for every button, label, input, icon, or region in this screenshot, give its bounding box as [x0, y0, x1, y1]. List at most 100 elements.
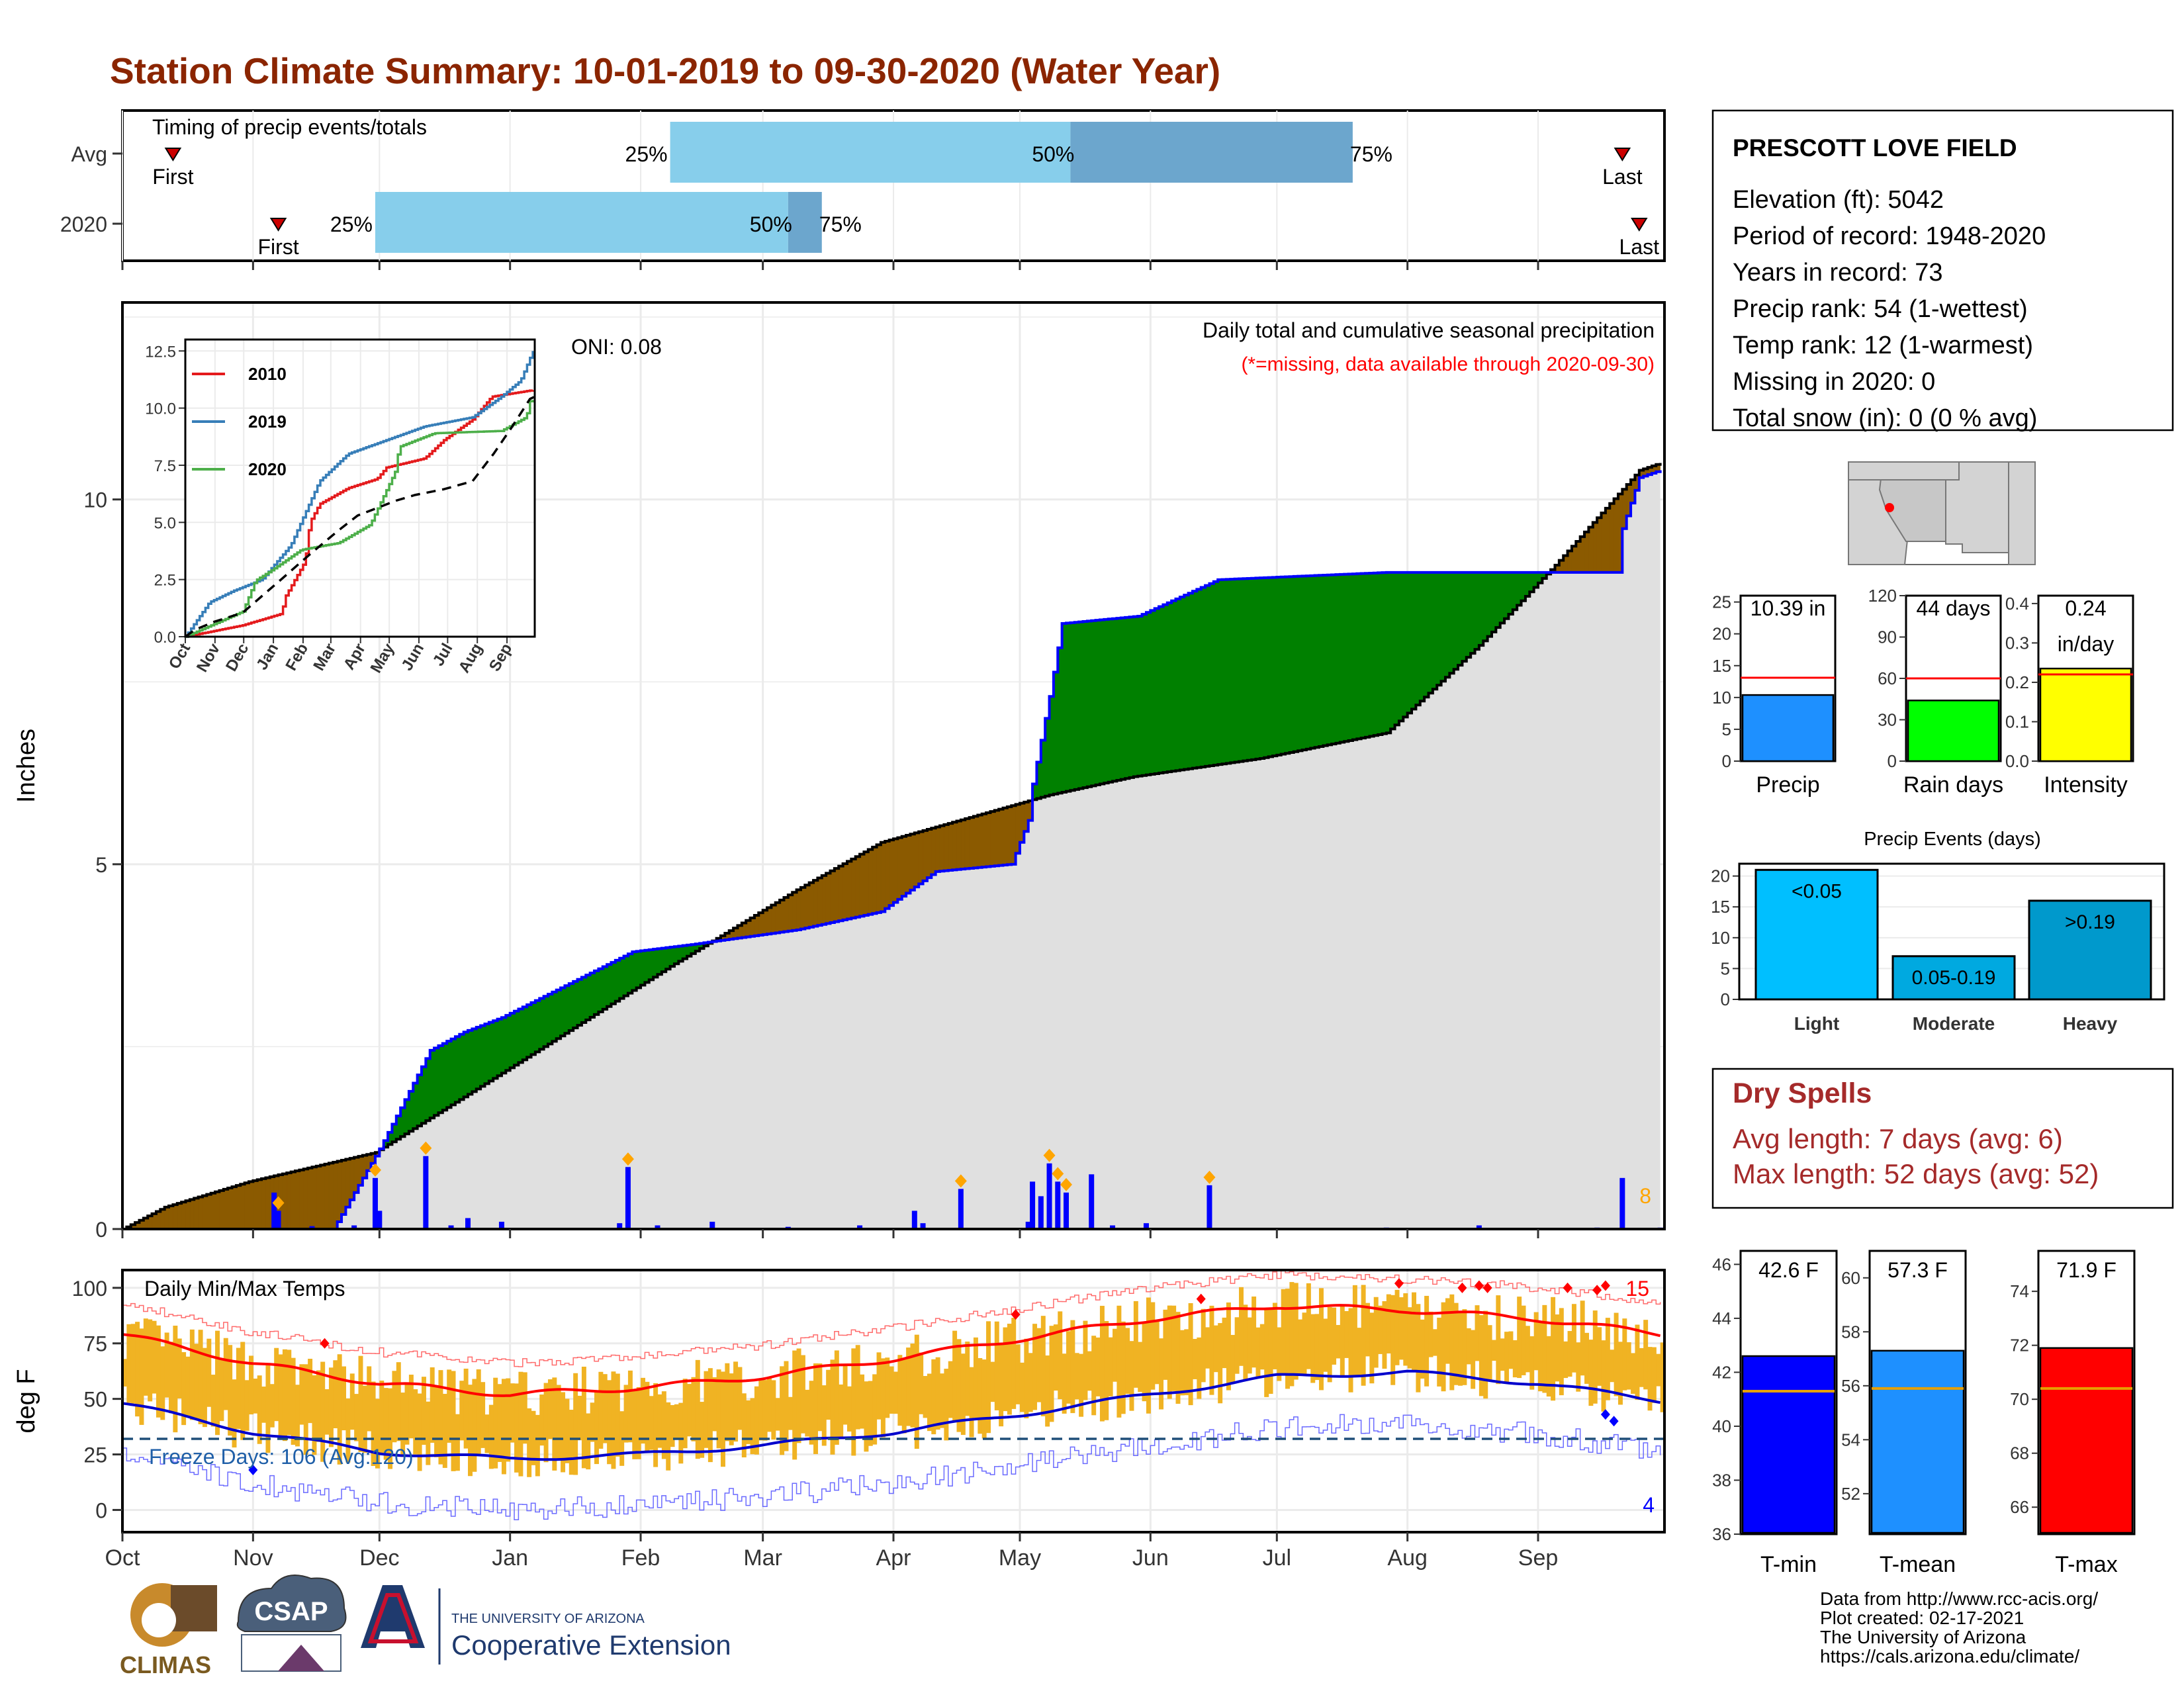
timing-panel: Avg 25% 50% 75% First Last 2020 25% 50% 75% First L… [60, 109, 1666, 270]
daily-temp-bar [1567, 1331, 1572, 1377]
daily-temp-bar [880, 1358, 886, 1438]
daily-temp-bar [261, 1387, 267, 1423]
daily-temp-bar [969, 1367, 974, 1438]
daily-temp-bar [1201, 1308, 1206, 1383]
daily-temp-bar [303, 1364, 308, 1455]
daily-temp-bar [1066, 1331, 1071, 1404]
daily-temp-bar [754, 1386, 759, 1455]
daily-temp-bar [1542, 1304, 1547, 1393]
daily-temp-bar [1365, 1303, 1370, 1357]
daily-temp-bar [1449, 1294, 1455, 1391]
daily-precip-bar [958, 1189, 964, 1229]
daily-temp-bar [636, 1387, 641, 1459]
daily-temp-bar [1226, 1302, 1231, 1391]
daily-temp-bar [1631, 1353, 1636, 1394]
daily-temp-bar [345, 1398, 351, 1463]
daily-temp-bar [1500, 1338, 1505, 1371]
daily-temp-bar [1340, 1306, 1345, 1376]
summary-ytick-label: 0.2 [2005, 672, 2029, 692]
daily-precip-bar [1619, 1177, 1625, 1229]
timing-p25-label: 25% [625, 142, 668, 166]
daily-temp-bar [1386, 1294, 1391, 1353]
temp-ytick-label: 50 [83, 1388, 107, 1412]
daily-temp-bar [1614, 1312, 1619, 1396]
daily-temp-bar [1332, 1307, 1337, 1365]
daily-temp-bar [556, 1385, 561, 1461]
daily-temp-bar [1040, 1316, 1046, 1416]
daily-temp-bar [792, 1350, 797, 1460]
daily-temp-bar [1163, 1309, 1168, 1380]
daily-temp-bar [737, 1367, 743, 1430]
daily-temp-bar [872, 1374, 878, 1445]
daily-temp-bar [641, 1377, 645, 1444]
first-marker [164, 148, 182, 161]
daily-precip-bar [1110, 1225, 1116, 1229]
daily-precip-bar [465, 1218, 471, 1229]
daily-temp-bar [185, 1356, 191, 1416]
ua-logo-small-text: THE UNIVERSITY OF ARIZONA [451, 1612, 645, 1626]
temp-bar-ytick-label: 70 [2010, 1389, 2029, 1409]
daily-precip-bar [857, 1225, 863, 1229]
daily-temp-bar [1390, 1295, 1396, 1385]
daily-temp-bar [198, 1330, 203, 1424]
event-bar-label: 0.05-0.19 [1912, 967, 1996, 989]
events-ytick-label: 20 [1711, 866, 1730, 886]
dry-spells-avg: Avg length: 7 days (avg: 6) [1733, 1123, 2063, 1154]
daily-temp-bar [1327, 1306, 1332, 1383]
daily-temp-bar [720, 1371, 725, 1467]
temp-ytick-label: 0 [95, 1498, 107, 1522]
daily-temp-bar [135, 1322, 140, 1417]
station-location-dot [1885, 503, 1894, 512]
daily-temp-bar [417, 1393, 422, 1471]
summary-value-label: 0.24 [2065, 596, 2106, 620]
inset-ytick-label: 2.5 [154, 572, 176, 590]
daily-temp-bar [358, 1355, 363, 1452]
daily-temp-bar [889, 1366, 894, 1414]
daily-temp-bar [1138, 1342, 1143, 1393]
daily-temp-bar [341, 1366, 347, 1431]
precip-ylabel: Inches [13, 729, 40, 803]
daily-temp-bar [278, 1354, 283, 1440]
daily-temp-bar [1584, 1332, 1590, 1384]
inset-ytick-label: 10.0 [145, 400, 176, 418]
daily-temp-bar [1437, 1317, 1442, 1387]
daily-temp-bar [809, 1381, 814, 1445]
daily-temp-bar [1108, 1337, 1113, 1396]
daily-temp-bar [522, 1372, 527, 1444]
summary-ytick-label: 15 [1712, 656, 1731, 676]
daily-temp-bar [291, 1357, 296, 1445]
summary-ytick-label: 0.0 [2005, 751, 2029, 771]
timing-panel-label: Timing of precip events/totals [152, 115, 427, 139]
daily-precip-bar [1143, 1223, 1149, 1229]
temp-ylabel: deg F [13, 1369, 40, 1433]
temp-bar-value-label: 57.3 F [1888, 1258, 1948, 1282]
daily-temp-bar [741, 1393, 747, 1458]
daily-temp-bar [228, 1345, 233, 1436]
daily-temp-bar [986, 1321, 991, 1434]
event-bar-label: >0.19 [2065, 911, 2115, 933]
summary-value-label: 10.39 in [1751, 596, 1826, 620]
daily-temp-bar [539, 1394, 545, 1446]
daily-temp-bar [762, 1380, 768, 1441]
station-detail: Years in record: 73 [1733, 259, 1943, 287]
daily-temp-bar [1310, 1314, 1316, 1383]
daily-temp-bar [447, 1369, 452, 1443]
cumulative-2020-line [122, 470, 1662, 1230]
temp-bar-category-label: T-mean [1880, 1552, 1956, 1577]
daily-temp-bar [729, 1373, 734, 1445]
timing-bar-25-50 [670, 122, 1071, 183]
daily-temp-bar [1272, 1303, 1277, 1369]
daily-precip-bar [448, 1225, 454, 1229]
station-detail: Elevation (ft): 5042 [1733, 186, 1944, 214]
daily-temp-bar [1058, 1311, 1063, 1400]
daily-temp-bar [1361, 1285, 1366, 1386]
daily-temp-bar [826, 1369, 831, 1420]
daily-temp-bar [510, 1383, 515, 1443]
daily-temp-bar [960, 1353, 966, 1436]
daily-temp-bar [1571, 1304, 1576, 1373]
record-high-marker [1474, 1280, 1484, 1291]
month-label: May [999, 1545, 1041, 1571]
daily-temp-bar [1074, 1353, 1079, 1400]
daily-temp-bar [253, 1378, 258, 1414]
daily-precip-bar [377, 1211, 383, 1229]
